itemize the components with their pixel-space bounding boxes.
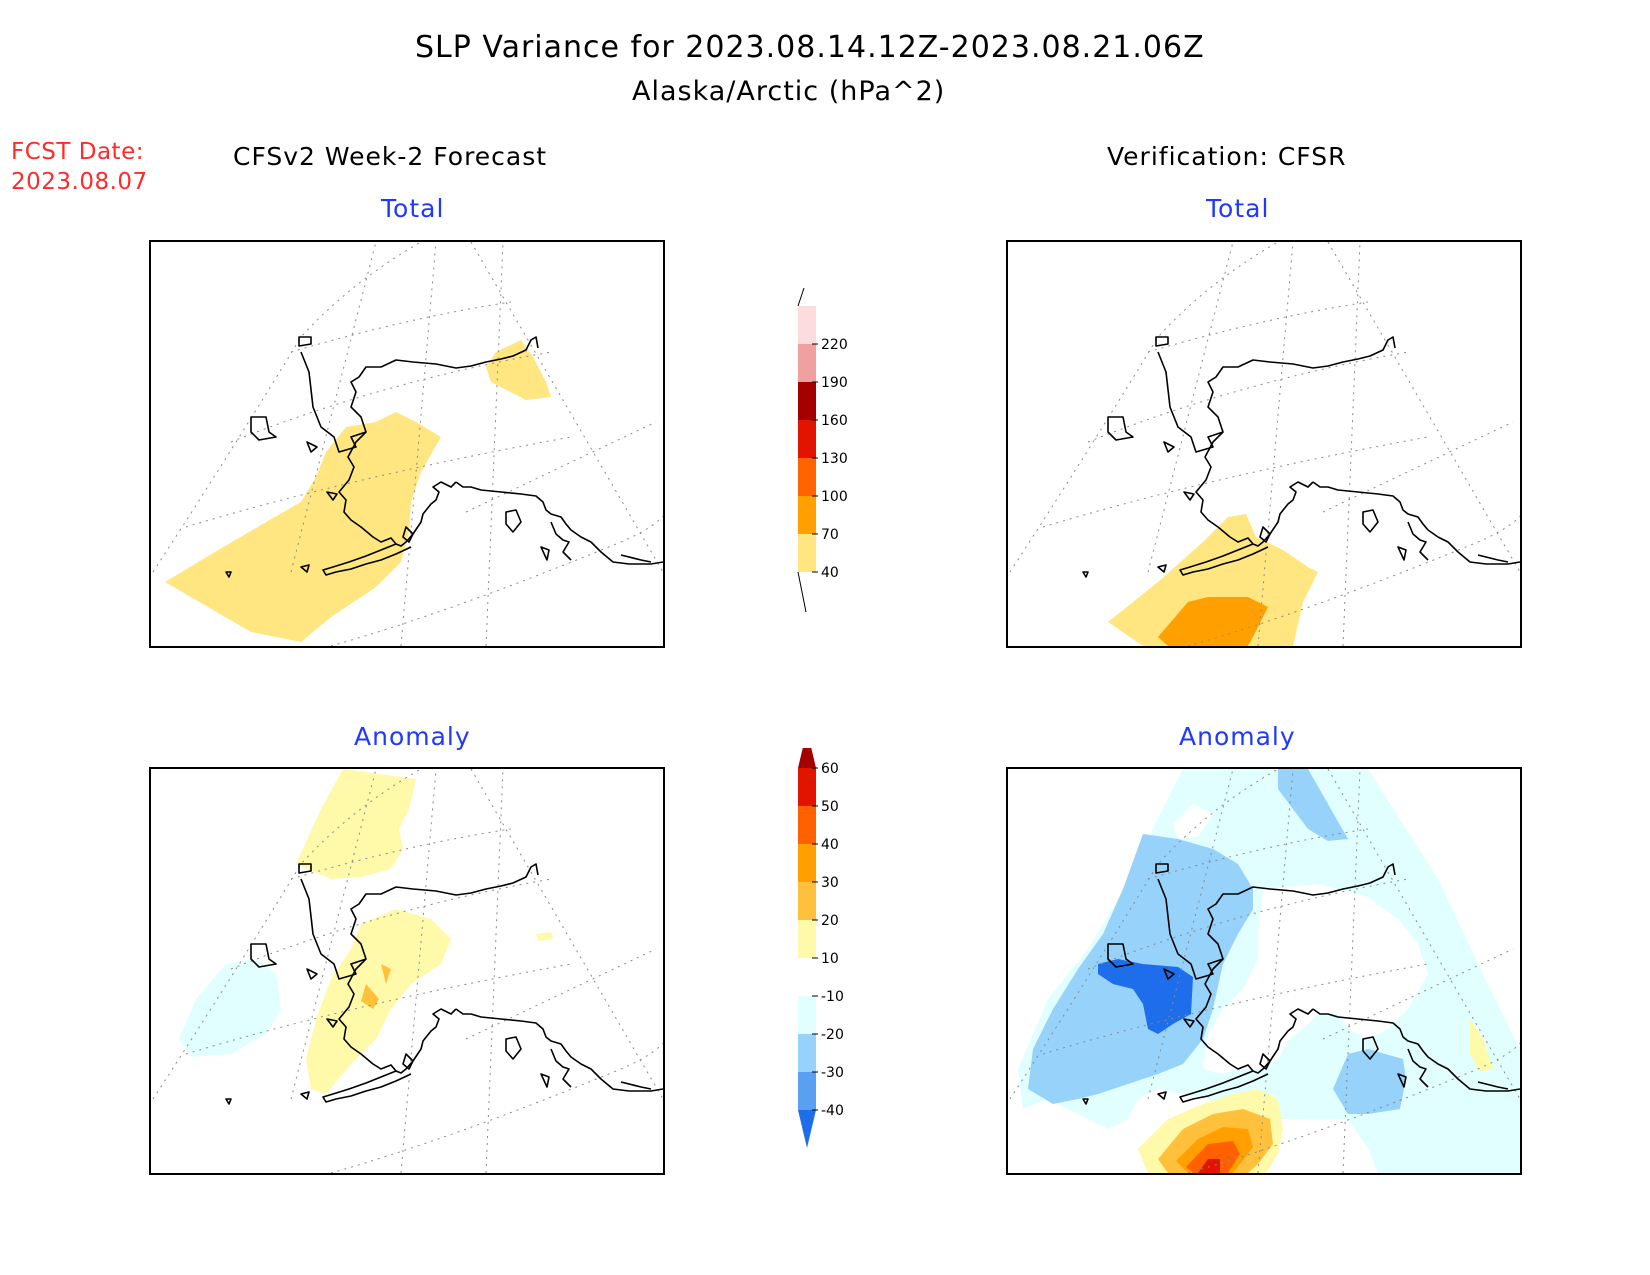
anomaly-10-20-region xyxy=(306,909,451,1094)
colorbar-total-tick-label: 130 xyxy=(821,451,848,467)
colorbar-total-tick-label: 220 xyxy=(821,337,848,353)
colorbar-total-cell xyxy=(798,306,816,344)
colorbar-anomaly-cell xyxy=(798,768,816,806)
colorbar-total: 40 70 100 130 160 190 220 xyxy=(770,282,880,612)
colorbar-total-tick-label: 100 xyxy=(821,489,848,505)
forecast-anomaly-field xyxy=(152,769,663,1173)
map-verification-anomaly xyxy=(1006,767,1522,1175)
map-forecast-anomaly xyxy=(149,767,665,1175)
anomaly-minus20-minus10-region xyxy=(179,959,281,1057)
verification-anomaly-field xyxy=(1009,769,1520,1173)
colorbar-total-lower-tip xyxy=(797,571,807,612)
colorbar-anomaly-tick-label: 40 xyxy=(821,837,839,853)
figure-subtitle: Alaska/Arctic (hPa^2) xyxy=(632,76,946,107)
panel-title-forecast-anomaly: Anomaly xyxy=(354,722,471,751)
anomaly-plus-minus-10-region xyxy=(1203,884,1428,1074)
colorbar-anomaly-tick-label: -20 xyxy=(821,1027,844,1043)
colorbar-anomaly: -40 -30 -20 -10 10 20 30 40 50 60 xyxy=(770,748,880,1198)
map-forecast-total xyxy=(149,240,665,648)
panel-title-forecast-total: Total xyxy=(381,194,445,223)
anomaly-minus30-minus20-region xyxy=(1333,1049,1406,1114)
colorbar-anomaly-cell xyxy=(798,920,816,958)
forecast-total-field xyxy=(152,242,663,646)
colorbar-anomaly-tick-label: 50 xyxy=(821,799,839,815)
fcst-date-value: 2023.08.07 xyxy=(11,169,148,195)
verification-total-field xyxy=(1009,242,1520,646)
anomaly-50-60-region xyxy=(1198,1159,1220,1173)
colorbar-total-tick-label: 190 xyxy=(821,375,848,391)
variance-40-70-region xyxy=(1108,514,1318,646)
colorbar-anomaly-cell xyxy=(798,958,816,996)
colorbar-anomaly-cell xyxy=(798,1072,816,1110)
anomaly-plus-minus-10-region xyxy=(1173,804,1213,839)
colorbar-total-cell xyxy=(798,534,816,572)
figure-title: SLP Variance for 2023.08.14.12Z-2023.08.… xyxy=(415,30,1205,65)
colorbar-anomaly-cell xyxy=(798,806,816,844)
colorbar-anomaly-tick-label: -40 xyxy=(821,1103,844,1119)
colorbar-total-tick-label: 160 xyxy=(821,413,848,429)
colorbar-anomaly-cell xyxy=(798,882,816,920)
anomaly-40-50-region xyxy=(1186,1141,1240,1173)
colorbar-anomaly-cell xyxy=(798,1034,816,1072)
anomaly-10-20-region xyxy=(296,769,416,879)
colorbar-total-cell xyxy=(798,420,816,458)
anomaly-10-20-region xyxy=(536,932,553,941)
colorbar-anomaly-tick-label: -30 xyxy=(821,1065,844,1081)
colorbar-anomaly-svg: -40 -30 -20 -10 10 20 30 40 50 60 xyxy=(798,748,844,1148)
colorbar-anomaly-cell xyxy=(798,844,816,882)
colorbar-total-cell xyxy=(798,344,816,382)
panel-title-verification-anomaly: Anomaly xyxy=(1179,722,1296,751)
colorbar-anomaly-cell xyxy=(798,748,816,768)
colorbar-anomaly-tick-label: 20 xyxy=(821,913,839,929)
colorbar-total-tick-label: 40 xyxy=(821,565,839,581)
verification-column-title: Verification: CFSR xyxy=(1107,142,1347,171)
colorbar-anomaly-cell xyxy=(798,996,816,1034)
colorbar-total-upper-tip xyxy=(797,287,805,307)
anomaly-20-30-region xyxy=(361,984,379,1009)
variance-40-70-region xyxy=(165,412,441,642)
colorbar-anomaly-tick-label: 30 xyxy=(821,875,839,891)
colorbar-total-cell xyxy=(798,382,816,420)
forecast-column-title: CFSv2 Week-2 Forecast xyxy=(233,142,548,171)
colorbar-anomaly-tick-label: 10 xyxy=(821,951,839,967)
colorbar-total-cell xyxy=(798,496,816,534)
colorbar-total-svg: 40 70 100 130 160 190 220 xyxy=(797,287,848,612)
colorbar-total-cell xyxy=(798,458,816,496)
anomaly-20-30-region xyxy=(381,964,391,984)
panel-title-verification-total: Total xyxy=(1206,194,1270,223)
anomaly-10-20-region xyxy=(1470,1019,1493,1072)
colorbar-anomaly-cell xyxy=(798,1110,816,1148)
variance-40-70-region xyxy=(486,340,551,400)
anomaly-minus30-minus20-region xyxy=(1278,769,1348,841)
map-verification-total xyxy=(1006,240,1522,648)
colorbar-total-tick-label: 70 xyxy=(821,527,839,543)
colorbar-anomaly-tick-label: 60 xyxy=(821,761,839,777)
variance-70-100-region xyxy=(1158,597,1268,646)
fcst-date-label: FCST Date: xyxy=(11,139,144,165)
colorbar-anomaly-tick-label: -10 xyxy=(821,989,844,1005)
